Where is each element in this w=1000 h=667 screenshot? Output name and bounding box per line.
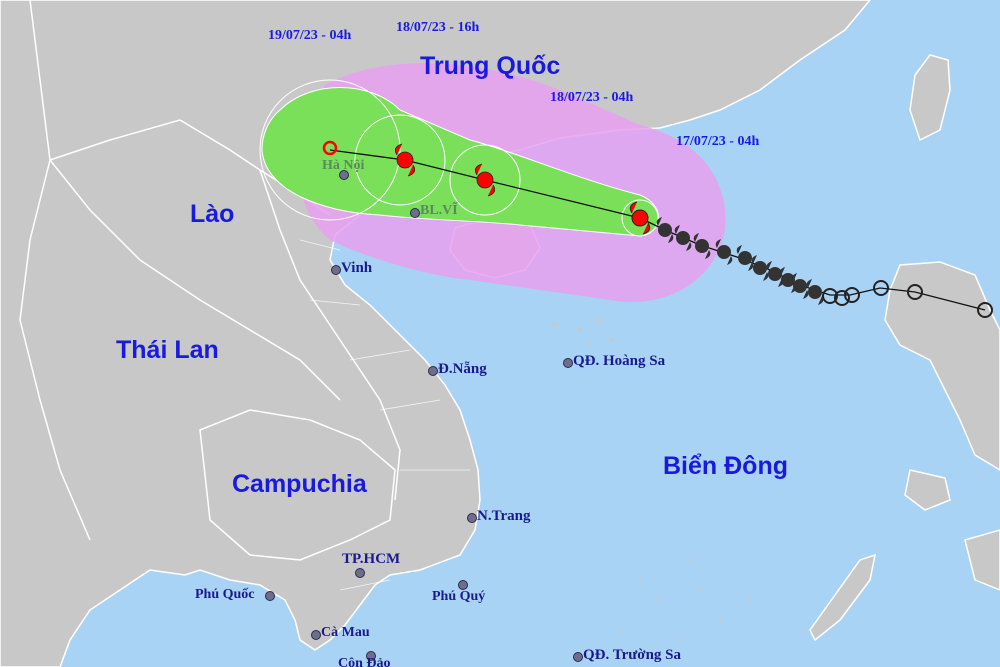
label-con-dao: Côn Đảo: [338, 656, 391, 667]
time-label-17-04h: 17/07/23 - 04h: [676, 134, 760, 149]
label-trung-quoc: Trung Quốc: [420, 52, 561, 80]
past-track-depression-circles: [822, 280, 993, 318]
label-bach-long-vi: BL.VĨ: [420, 203, 458, 218]
label-truong-sa: QĐ. Trường Sa: [583, 647, 682, 663]
forecast-circle-18-16h: [354, 114, 446, 206]
label-phu-quoc: Phú Quốc: [195, 587, 255, 602]
border-laos-thailand: [49, 159, 341, 401]
mindoro-island: [904, 469, 951, 511]
city-dot-icon-vinh: [331, 265, 341, 275]
border-laos-vietnam: [259, 169, 401, 501]
forecast-circle-18-04h: [449, 144, 521, 216]
label-ha-noi: Hà Nội: [322, 158, 365, 173]
border-cambodia: [199, 409, 396, 561]
city-dot-icon-phu-quoc: [265, 591, 275, 601]
label-phu-quy: Phú Quý: [432, 589, 486, 604]
strong-wind-zone: [261, 87, 660, 237]
typhoon-icon-18-04h: [474, 163, 496, 197]
city-dot-icon-truong-sa: [573, 652, 583, 662]
city-dot-icon-da-nang: [428, 366, 438, 376]
label-vinh: Vinh: [341, 260, 373, 276]
past-track-typhoon-symbols: [656, 217, 824, 305]
time-label-18-04h: 18/07/23 - 04h: [550, 90, 634, 105]
forecast-track-line: [329, 149, 641, 219]
label-campuchia: Campuchia: [232, 470, 367, 498]
time-label-19-04h: 19/07/23 - 04h: [268, 28, 352, 43]
province-lines: [299, 239, 470, 591]
forecast-circle-17-04h: [621, 199, 659, 237]
typhoon-icon-18-16h: [394, 143, 416, 177]
border-myanmar: [19, 0, 91, 541]
city-dot-icon-nha-trang: [467, 513, 477, 523]
city-dot-icon-phu-quy: [458, 580, 468, 590]
visayas-island: [964, 529, 1000, 591]
border-china-laos: [49, 119, 181, 161]
forecast-circle-19-04h: [259, 79, 401, 221]
label-da-nang: Đ.Nẵng: [438, 361, 487, 377]
label-thai-lan: Thái Lan: [116, 336, 219, 364]
city-dot-icon-tp-hcm: [355, 568, 365, 578]
city-dot-icon-hoang-sa: [563, 358, 573, 368]
city-dot-icon-bach-long-vi: [410, 208, 420, 218]
palawan-island: [809, 553, 876, 642]
label-ca-mau: Cà Mau: [321, 625, 370, 640]
label-hoang-sa: QĐ. Hoàng Sa: [573, 353, 666, 369]
city-dot-icon-ha-noi: [339, 170, 349, 180]
city-dot-icon-con-dao: [366, 651, 376, 661]
typhoon-icon-current: [629, 201, 651, 235]
label-lao: Lào: [190, 200, 235, 228]
label-nha-trang: N.Trang: [477, 508, 531, 524]
label-bien-dong: Biển Đông: [663, 452, 788, 480]
low-pressure-icon-19-04h: [322, 140, 338, 156]
archipelago-islets: [553, 318, 752, 642]
time-label-18-16h: 18/07/23 - 16h: [396, 20, 480, 35]
taiwan-island: [909, 54, 951, 142]
luzon-island: [884, 261, 1000, 471]
label-tp-hcm: TP.HCM: [342, 551, 401, 567]
city-dot-icon-ca-mau: [311, 630, 321, 640]
